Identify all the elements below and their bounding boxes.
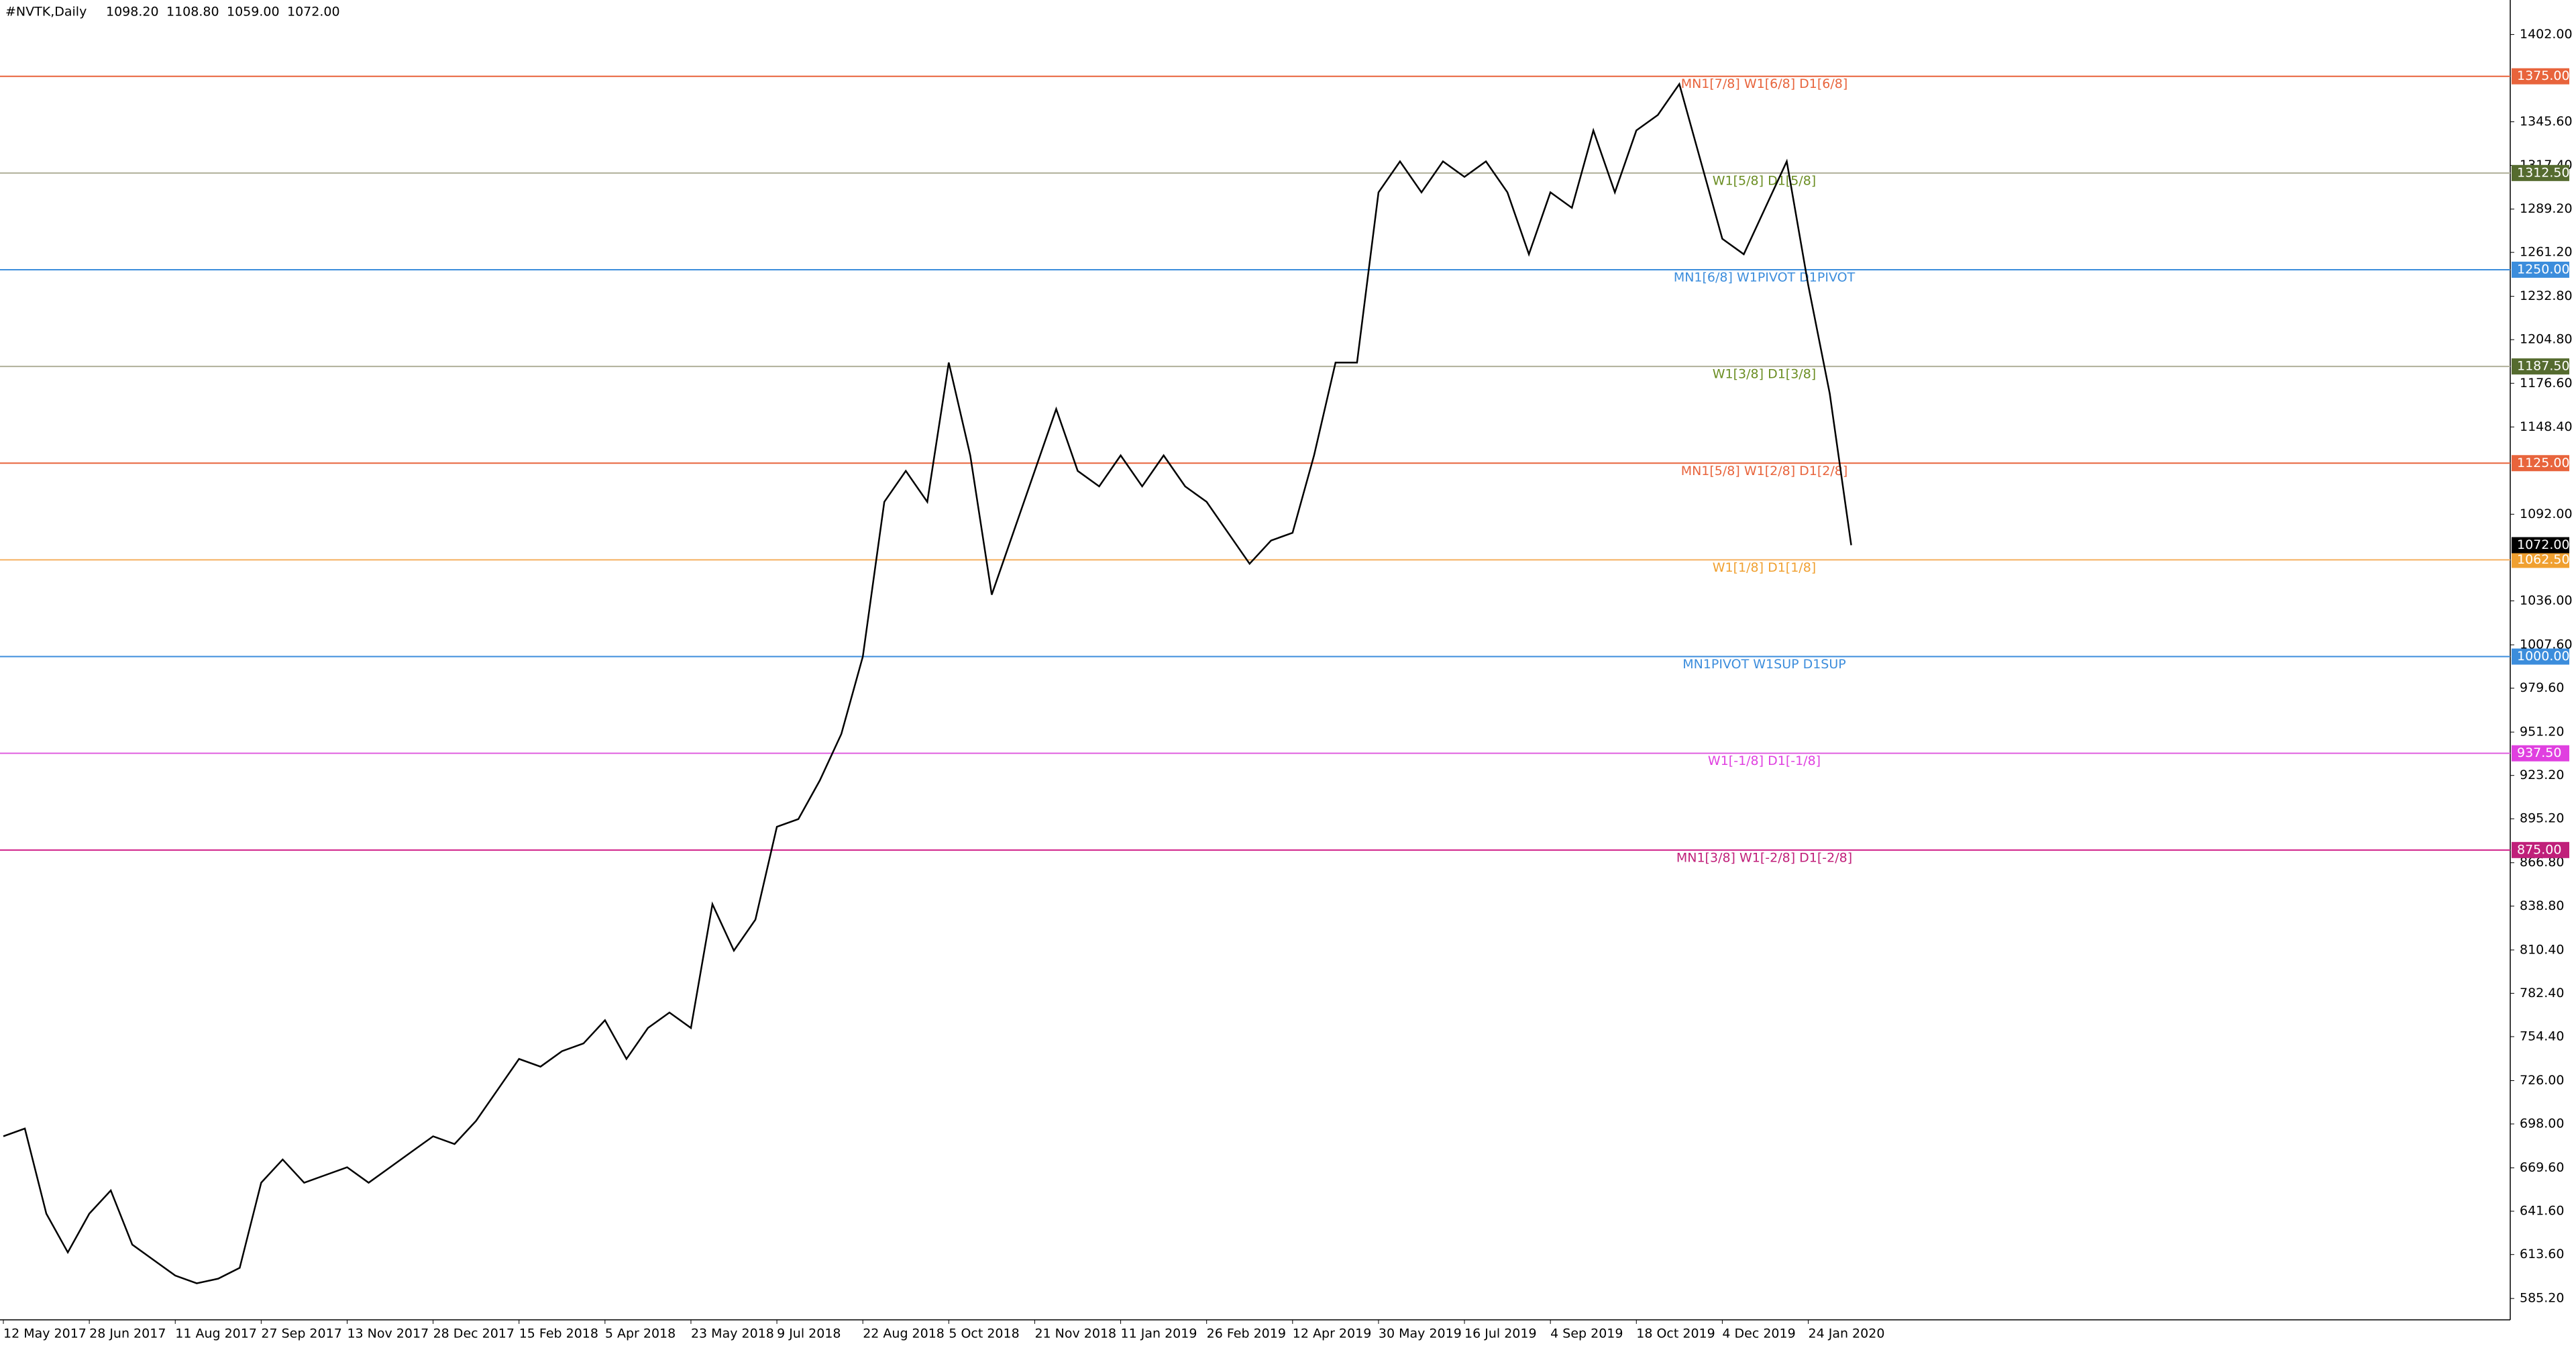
level-text: MN1[5/8] W1[2/8] D1[2/8] [1681, 464, 1848, 478]
y-tick-label: 1345.60 [2520, 114, 2573, 129]
level-price-box [2512, 68, 2569, 85]
x-tick-label: 21 Nov 2018 [1034, 1327, 1116, 1341]
price-line [3, 82, 1852, 1284]
level-text: W1[-1/8] D1[-1/8] [1708, 754, 1821, 768]
x-tick-label: 12 Apr 2019 [1293, 1327, 1371, 1341]
x-tick-label: 28 Jun 2017 [89, 1327, 166, 1341]
level-price-box [2512, 261, 2569, 278]
level-price-label: 1312.50 [2517, 165, 2570, 180]
y-tick-label: 951.20 [2520, 725, 2564, 739]
level-price-label: 875.00 [2517, 842, 2561, 857]
x-tick-label: 27 Sep 2017 [261, 1327, 341, 1341]
ohlc-value: 1072.00 [287, 5, 340, 19]
last-price-box [2512, 537, 2569, 554]
x-tick-label: 24 Jan 2020 [1809, 1327, 1885, 1341]
ohlc-value: 1098.20 [106, 5, 159, 19]
level-text: MN1PIVOT W1SUP D1SUP [1682, 657, 1846, 672]
y-tick-label: 1007.60 [2520, 637, 2573, 652]
y-tick-label: 782.40 [2520, 986, 2564, 1000]
y-tick-label: 726.00 [2520, 1073, 2564, 1088]
ohlc-value: 1059.00 [227, 5, 280, 19]
x-tick-label: 22 Aug 2018 [863, 1327, 945, 1341]
level-price-box [2512, 648, 2569, 665]
y-tick-label: 866.80 [2520, 855, 2564, 870]
x-tick-label: 23 May 2018 [691, 1327, 774, 1341]
x-tick-label: 11 Aug 2017 [175, 1327, 257, 1341]
y-tick-label: 669.60 [2520, 1160, 2564, 1175]
level-price-box [2512, 552, 2569, 568]
x-tick-label: 5 Apr 2018 [605, 1327, 676, 1341]
y-tick-label: 923.20 [2520, 768, 2564, 782]
x-tick-label: 12 May 2017 [3, 1327, 87, 1341]
level-text: W1[1/8] D1[1/8] [1713, 560, 1816, 575]
x-tick-label: 30 May 2019 [1379, 1327, 1462, 1341]
x-tick-label: 9 Jul 2018 [777, 1327, 841, 1341]
x-tick-label: 4 Dec 2019 [1722, 1327, 1795, 1341]
y-tick-label: 1402.00 [2520, 27, 2573, 42]
x-tick-label: 18 Oct 2019 [1636, 1327, 1715, 1341]
y-tick-label: 641.60 [2520, 1204, 2564, 1219]
x-tick-label: 15 Feb 2018 [519, 1327, 598, 1341]
x-tick-label: 26 Feb 2019 [1207, 1327, 1286, 1341]
x-tick-label: 11 Jan 2019 [1121, 1327, 1197, 1341]
y-tick-label: 1232.80 [2520, 289, 2573, 303]
y-tick-label: 698.00 [2520, 1117, 2564, 1131]
y-tick-label: 1261.20 [2520, 245, 2573, 260]
y-tick-label: 1148.40 [2520, 419, 2573, 434]
level-text: MN1[6/8] W1PIVOT D1PIVOT [1674, 270, 1856, 284]
level-price-label: 1062.50 [2517, 552, 2570, 567]
level-price-label: 1125.00 [2517, 456, 2570, 470]
level-price-label: 1375.00 [2517, 68, 2570, 83]
level-price-box [2512, 455, 2569, 472]
y-tick-label: 585.20 [2520, 1291, 2564, 1306]
y-tick-label: 838.80 [2520, 898, 2564, 913]
level-price-label: 937.50 [2517, 745, 2561, 760]
x-tick-label: 4 Sep 2019 [1550, 1327, 1623, 1341]
y-tick-label: 1092.00 [2520, 507, 2573, 521]
x-tick-label: 28 Dec 2017 [433, 1327, 515, 1341]
y-tick-label: 613.60 [2520, 1247, 2564, 1261]
y-tick-label: 1036.00 [2520, 593, 2573, 608]
level-price-box [2512, 841, 2569, 858]
level-text: W1[3/8] D1[3/8] [1713, 367, 1816, 382]
symbol: #NVTK,Daily [5, 5, 87, 19]
level-price-label: 1187.50 [2517, 359, 2570, 374]
y-tick-label: 1289.20 [2520, 201, 2573, 216]
level-price-box [2512, 164, 2569, 181]
ohlc-value: 1108.80 [166, 5, 219, 19]
x-tick-label: 5 Oct 2018 [949, 1327, 1019, 1341]
last-price-label: 1072.00 [2517, 537, 2570, 552]
y-tick-label: 810.40 [2520, 942, 2564, 957]
level-text: W1[5/8] D1[5/8] [1713, 173, 1816, 188]
level-price-box [2512, 745, 2569, 762]
x-tick-label: 13 Nov 2017 [347, 1327, 429, 1341]
level-price-label: 1250.00 [2517, 262, 2570, 276]
x-tick-label: 16 Jul 2019 [1464, 1327, 1537, 1341]
level-price-label: 1000.00 [2517, 649, 2570, 664]
level-text: MN1[7/8] W1[6/8] D1[6/8] [1681, 76, 1848, 91]
y-tick-label: 754.40 [2520, 1029, 2564, 1043]
y-tick-label: 1176.60 [2520, 376, 2573, 391]
level-text: MN1[3/8] W1[-2/8] D1[-2/8] [1676, 850, 1852, 865]
y-tick-label: 1204.80 [2520, 332, 2573, 347]
level-price-box [2512, 358, 2569, 375]
y-tick-label: 979.60 [2520, 680, 2564, 695]
y-tick-label: 895.20 [2520, 811, 2564, 826]
